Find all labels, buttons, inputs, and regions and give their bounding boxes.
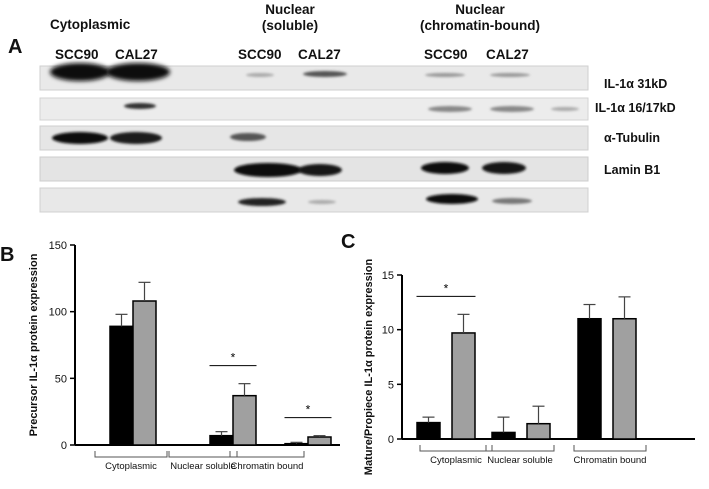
blot-label-il1a-16-17kd: IL-1α 16/17kD [595, 101, 676, 115]
group-label: Nuclear soluble [170, 461, 235, 472]
lane-label: CAL27 [298, 47, 341, 62]
bar [416, 421, 441, 440]
panel-a-letter: A [8, 36, 23, 58]
bar [132, 300, 157, 446]
significance-star: * [444, 281, 449, 295]
bar [209, 434, 234, 446]
group-label: Cytoplasmic [105, 461, 157, 472]
chart-c: 0 5 10 15 Mature/Propiece IL-1α protein expr… [363, 259, 695, 476]
blot-strip-il1a-31kd [39, 63, 589, 91]
y-tick-label: 150 [49, 240, 67, 252]
group-label: Cytoplasmic [430, 455, 482, 466]
bar [232, 394, 257, 446]
bar [284, 442, 309, 446]
panel-c-letter: C [341, 231, 356, 253]
blot-strip-lamin-b1 [39, 156, 589, 182]
blot-strip-alpha-tubulin [39, 125, 589, 151]
blot-strip-unlabeled [39, 187, 589, 213]
chart-b: 0 50 100 150 Precursor IL-1α protein express… [28, 240, 340, 472]
bar [491, 431, 516, 440]
y-axis-label: Precursor IL-1α protein expression [28, 253, 40, 436]
bar [307, 436, 332, 446]
y-tick-label: 50 [55, 373, 67, 385]
y-tick-label: 5 [388, 379, 394, 391]
header-cytoplasmic: Cytoplasmic [50, 17, 131, 32]
blot-label-alpha-tubulin: α-Tubulin [604, 131, 661, 145]
western-blot-strips [39, 63, 589, 213]
blot-label-lamin-b1: Lamin B1 [604, 163, 661, 177]
group-label: Chromatin bound [574, 455, 647, 466]
bar [577, 317, 602, 440]
blot-strip-il1a-16-17kd [39, 97, 589, 121]
group-bracket [573, 445, 647, 452]
y-tick-label: 0 [61, 440, 67, 452]
header-nuclear-soluble: Nuclear (soluble) [261, 2, 319, 33]
group-bracket [94, 451, 168, 458]
bar [109, 325, 134, 446]
group-label: Chromatin bound [231, 461, 304, 472]
bar [451, 332, 476, 440]
y-tick-label: 10 [382, 325, 394, 337]
lane-label: CAL27 [115, 47, 158, 62]
y-tick-label: 15 [382, 270, 394, 282]
y-axis-label: Mature/Propiece IL-1α protein expression [363, 259, 375, 476]
y-tick-label: 100 [49, 307, 67, 319]
panel-b-letter: B [0, 244, 15, 266]
significance-star: * [306, 403, 311, 417]
lane-label: CAL27 [486, 47, 529, 62]
lane-label: SCC90 [55, 47, 99, 62]
lane-label: SCC90 [424, 47, 468, 62]
lane-label: SCC90 [238, 47, 282, 62]
blot-label-il1a-31kd: IL-1α 31kD [604, 77, 668, 91]
y-tick-label: 0 [388, 434, 394, 446]
bar [612, 317, 637, 440]
significance-star: * [231, 351, 236, 365]
group-bracket [419, 445, 493, 452]
group-bracket [229, 451, 305, 458]
group-bracket [485, 445, 555, 452]
group-bracket [168, 451, 238, 458]
bar [526, 422, 551, 440]
group-label: Nuclear soluble [487, 455, 552, 466]
header-nuclear-chromatin: Nuclear (chromatin-bound) [420, 2, 540, 33]
